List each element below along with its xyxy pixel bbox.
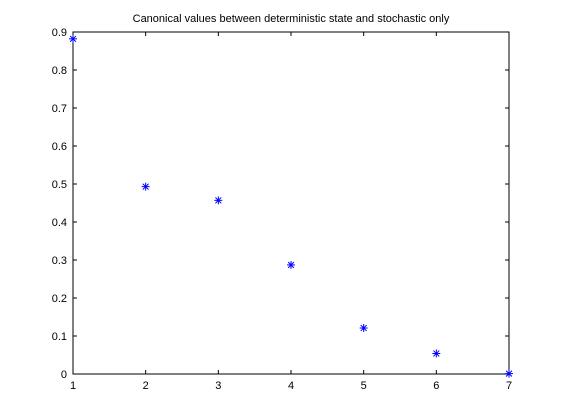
y-tick-label: 0.9 [52,27,67,39]
data-point [141,182,150,191]
data-point [359,324,368,333]
y-tick-label: 0.4 [52,217,67,229]
y-tick-label: 0.5 [52,179,67,191]
x-tick-label: 7 [506,380,512,392]
x-tick-label: 1 [70,380,76,392]
chart-title: Canonical values between deterministic s… [133,13,450,25]
data-point [432,349,441,358]
y-tick-label: 0.8 [52,65,67,77]
y-tick-label: 0.3 [52,255,67,267]
data-point [287,260,295,269]
x-tick-label: 4 [288,380,294,392]
y-tick-label: 0.7 [52,103,67,115]
data-point [69,34,77,43]
y-tick-label: 0.1 [52,331,67,343]
data-point [505,369,513,378]
x-tick-label: 5 [361,380,367,392]
y-tick-label: 0 [61,369,67,381]
x-tick-label: 6 [433,380,439,392]
y-axis: 0 0.1 0.2 0.3 0.4 0.5 0.6 0.7 0.8 0.9 [52,27,509,381]
data-markers [69,34,513,378]
x-tick-label: 2 [143,380,149,392]
y-tick-label: 0.6 [52,141,67,153]
data-point [214,196,223,205]
axes-box [72,31,510,375]
x-axis: 1 2 3 4 5 6 7 [70,32,512,392]
y-tick-label: 0.2 [52,293,67,305]
x-tick-label: 3 [215,380,221,392]
